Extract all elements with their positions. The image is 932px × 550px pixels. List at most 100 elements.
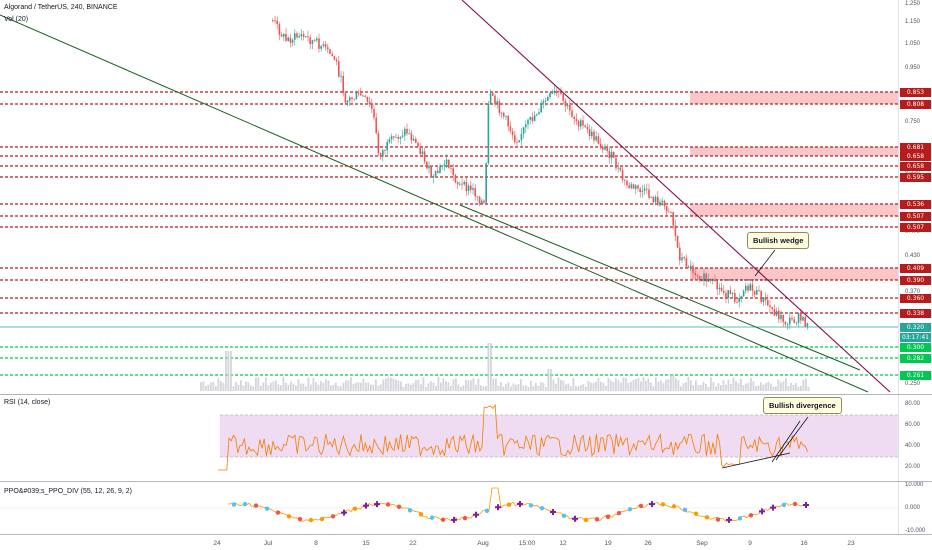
ppo-dot-marker [242,501,248,507]
volume-bar [435,386,437,391]
candle-body [577,120,580,127]
volume-bar [310,384,312,391]
volume-bar [590,382,592,391]
ppo-dot-marker [583,517,589,523]
volume-bar [260,385,262,391]
candle-body [663,200,666,206]
volume-bar [282,377,285,391]
lower-wedge-line [459,204,861,371]
candle-body [725,292,727,298]
price-chart[interactable] [0,0,898,394]
volume-bar [712,381,715,391]
ppo-cross-marker [550,509,556,516]
volume-bar [545,386,547,391]
ppo-dot-marker [308,517,314,523]
volume-bar [400,381,402,391]
volume-bar [350,377,352,391]
volume-bar [530,380,532,391]
volume-bar [642,377,645,391]
volume-bar [575,386,577,391]
candle-body [551,93,553,94]
candle-body [516,142,518,143]
volume-bar [280,385,282,391]
volume-bar [300,383,302,391]
price-level-label: 0.853 [900,87,931,97]
volume-bar [745,383,747,391]
price-axis[interactable]: 1.2501.1501.0500.9500.8500.7500.6500.550… [898,0,932,394]
volume-bar [290,381,292,391]
candle-body [410,133,413,141]
ppo-pane[interactable]: PPO&#039;s_PPO_DIV (55, 12, 26, 9, 2) [0,482,898,534]
candle-body [767,300,769,306]
ppo-legend: PPO&#039;s_PPO_DIV (55, 12, 26, 9, 2) [4,488,133,495]
time-axis-separator [0,534,932,535]
candle-body [560,92,562,95]
ppo-dot-marker [594,517,600,522]
volume-bar [347,380,350,391]
volume-bar [772,386,775,391]
candle-body [648,189,650,198]
candle-body [399,136,402,139]
volume-bar [752,381,755,391]
ppo-cross-marker [341,509,347,516]
volume-bar [767,381,770,391]
candle-body [694,272,696,276]
ppo-axis[interactable]: 10.000 0.000 -10.000 [898,482,932,534]
rsi-pane[interactable]: RSI (14, close) Bullish divergence [0,395,898,481]
time-tick: 15:00 [518,540,536,547]
volume-bar [465,379,467,391]
price-level-label: 0.409 [900,263,931,273]
candle-body [454,175,457,183]
volume-bar [570,386,572,391]
price-pane[interactable]: Algorand / TetherUS, 240, BINANCE Vol (2… [0,0,898,394]
candle-body [307,36,309,38]
candle-body [349,97,351,101]
volume-bar [250,385,252,391]
ppo-dot-marker [671,504,677,509]
candle-body [498,101,501,113]
volume-bar [742,385,745,391]
volume-bar [527,386,530,391]
rsi-line [218,403,808,471]
volume-bar [287,384,290,391]
time-axis[interactable] [0,535,932,550]
candle-body [626,180,628,186]
candle-body [316,38,318,41]
price-tick: 0.250 [905,381,921,387]
ppo-dot-marker [352,506,358,511]
rsi-axis[interactable]: 80.00 60.00 40.00 20.00 [898,395,932,481]
candle-body [331,54,333,57]
pane-separator[interactable] [0,394,932,395]
candle-body [445,159,448,165]
pane-separator-2[interactable] [0,481,932,482]
candle-body [756,290,758,295]
candle-body [419,146,421,154]
candle-body [441,165,443,167]
wedge-callout[interactable]: Bullish wedge [747,232,810,249]
volume-bar [657,381,660,391]
volume-bar [222,382,225,391]
candle-body [368,101,371,105]
candle-body [322,44,325,46]
candle-body [430,165,432,178]
candle-body [412,138,415,141]
volume-bar [217,378,220,391]
candle-body [703,273,705,282]
candle-body [388,139,391,143]
volume-bar [690,380,692,391]
volume-bar [557,377,560,391]
ppo-dot-marker [418,512,424,517]
candle-body [489,93,492,104]
volume-bar [700,384,702,391]
volume-bar [705,383,707,391]
rsi-band [220,415,898,457]
volume-bar [420,384,422,391]
volume-bar [227,351,230,391]
divergence-callout[interactable]: Bullish divergence [763,397,842,414]
ppo-dot-marker [737,516,743,521]
volume-bar [680,386,682,391]
candle-body [650,197,652,198]
volume-bar [447,382,450,391]
volume-bar [702,381,705,391]
candle-body [764,297,767,301]
